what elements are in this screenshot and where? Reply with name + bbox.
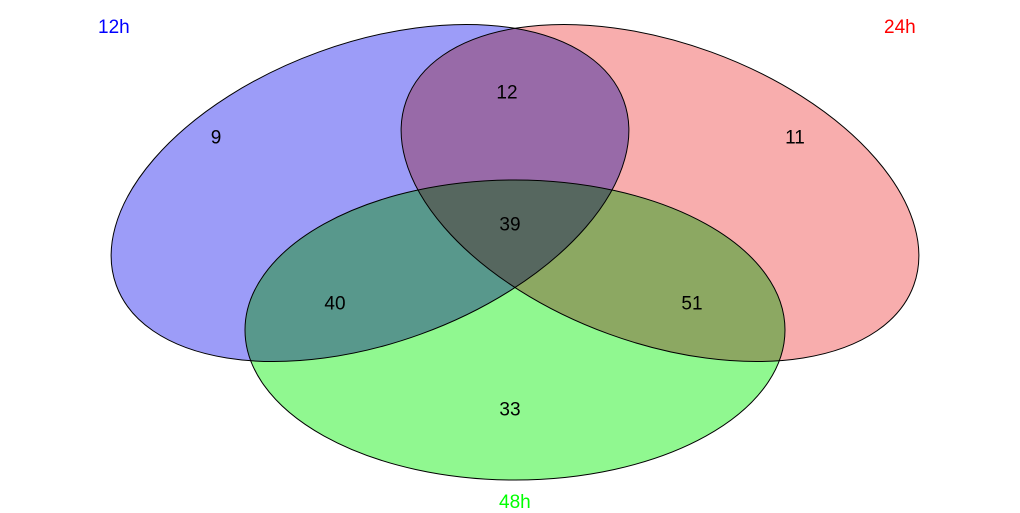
venn-svg	[0, 0, 1020, 511]
venn-label-48h: 48h	[499, 493, 531, 512]
venn-region-c-only: 33	[499, 401, 520, 420]
venn-region-abc: 39	[499, 216, 520, 235]
venn-label-24h: 24h	[884, 18, 916, 37]
venn-region-ac: 40	[324, 295, 345, 314]
venn-region-bc: 51	[681, 295, 702, 314]
venn-region-ab: 12	[496, 84, 517, 103]
venn-region-b-only: 11	[785, 129, 805, 148]
venn-diagram: 12h 24h 48h 9 11 33 12 40 51 39	[0, 0, 1020, 511]
venn-label-12h: 12h	[98, 18, 130, 37]
venn-region-a-only: 9	[211, 129, 222, 148]
